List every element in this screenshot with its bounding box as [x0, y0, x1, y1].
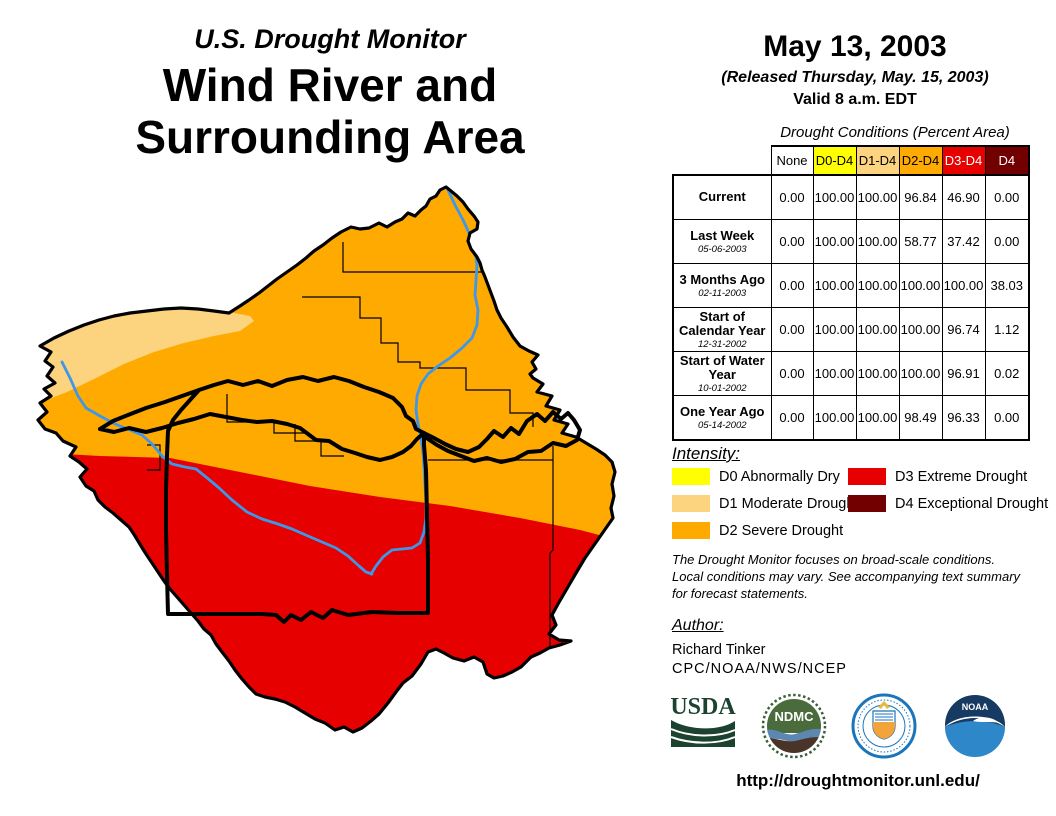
table-row: Current 0.00 100.00 100.00 96.84 46.90 0…	[672, 174, 1030, 220]
disclaimer-text: The Drought Monitor focuses on broad-sca…	[672, 552, 1021, 601]
footer-url[interactable]: http://droughtmonitor.unl.edu/	[736, 771, 980, 790]
col-header-d0d4: D0-D4	[812, 145, 857, 176]
row-date: 05-14-2002	[697, 419, 747, 431]
row-label: 3 Months Ago	[679, 271, 765, 287]
map-region-d1-moderate	[38, 307, 254, 405]
col-header-d3d4: D3-D4	[941, 145, 986, 176]
row-label: Start of Water Year	[679, 352, 765, 382]
row-label: Current	[698, 189, 746, 204]
d2-swatch	[672, 522, 710, 540]
row-date: 10-01-2002	[697, 382, 747, 394]
col-header-d2d4: D2-D4	[898, 145, 943, 176]
table-row: One Year Ago 05-14-2002 0.00 100.00 100.0…	[672, 395, 1030, 441]
col-header-d1d4: D1-D4	[855, 145, 900, 176]
row-label: Last Week	[690, 227, 755, 243]
legend-item-d1: D1 Moderate Drought	[672, 495, 858, 513]
table-corner-cell	[673, 146, 771, 175]
table-row: 3 Months Ago 02-11-2003 0.00 100.00 100.0…	[672, 263, 1030, 308]
report-kicker: U.S. Drought Monitor	[194, 24, 466, 54]
commerce-seal	[851, 693, 917, 764]
ndmc-logo: NDMC	[761, 693, 827, 764]
reservation-boundary	[98, 375, 582, 624]
d0-swatch	[672, 468, 710, 486]
table-row: Last Week 05-06-2003 0.00 100.00 100.00 5…	[672, 219, 1030, 264]
row-date: 02-11-2003	[698, 287, 747, 299]
release-date: (Released Thursday, May. 15, 2003)	[721, 69, 989, 86]
table-row: Start of Calendar Year 12-31-2002 0.00 10…	[672, 307, 1030, 352]
col-header-d4: D4	[984, 145, 1030, 176]
author-heading: Author:	[672, 617, 724, 634]
noaa-logo: NOAA	[943, 693, 1007, 762]
table-caption: Drought Conditions (Percent Area)	[780, 124, 1010, 141]
intensity-legend: Intensity: D0 Abnormally Dry D1 Moderate…	[668, 444, 1056, 548]
usda-logo: USDA	[668, 693, 738, 756]
river-bighorn-north	[369, 188, 480, 576]
valid-time: Valid 8 a.m. EDT	[793, 91, 917, 108]
page-title: Wind River and Surrounding Area	[135, 59, 525, 164]
legend-heading: Intensity:	[672, 444, 741, 463]
row-label: One Year Ago	[679, 403, 765, 419]
legend-item-d4: D4 Exceptional Drought	[848, 495, 1048, 513]
author-org: CPC/NOAA/NWS/NCEP	[672, 661, 847, 677]
report-date: May 13, 2003	[763, 30, 947, 63]
author-name: Richard Tinker	[672, 642, 766, 658]
legend-item-d0: D0 Abnormally Dry	[672, 468, 840, 486]
title-block: U.S. Drought Monitor Wind River and Surr…	[30, 24, 630, 164]
table-header-row: None D0-D4 D1-D4 D2-D4 D3-D4 D4	[673, 145, 1030, 176]
ndmc-logo-text: NDMC	[775, 709, 815, 724]
d4-swatch	[848, 495, 886, 513]
legend-item-d2: D2 Severe Drought	[672, 522, 843, 540]
rivers	[60, 188, 480, 576]
author-block: Author: Richard Tinker CPC/NOAA/NWS/NCEP	[672, 617, 1052, 677]
col-header-none: None	[770, 145, 814, 176]
noaa-logo-text: NOAA	[962, 702, 989, 712]
river-wind-nw	[60, 360, 374, 576]
drought-conditions-table: None D0-D4 D1-D4 D2-D4 D3-D4 D4 Current …	[672, 145, 1030, 441]
d1-swatch	[672, 495, 710, 513]
row-date: 12-31-2002	[697, 338, 747, 350]
legend-item-d3: D3 Extreme Drought	[848, 468, 1027, 486]
date-block: May 13, 2003 (Released Thursday, May. 15…	[660, 30, 1050, 109]
table-row: Start of Water Year 10-01-2002 0.00 100.0…	[672, 351, 1030, 396]
row-label: Start of Calendar Year	[679, 308, 766, 338]
drought-map	[36, 185, 617, 734]
row-date: 05-06-2003	[697, 243, 747, 255]
d3-swatch	[848, 468, 886, 486]
usda-logo-text: USDA	[670, 694, 736, 720]
